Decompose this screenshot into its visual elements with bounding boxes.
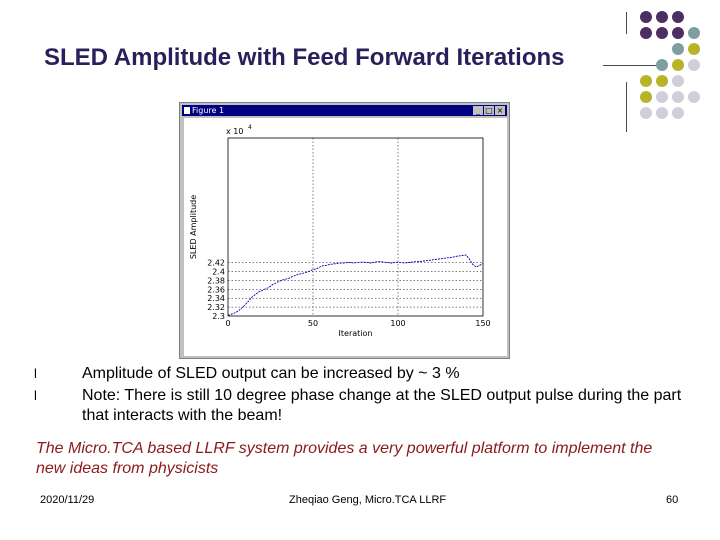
bullet-marker: l (34, 388, 37, 403)
conclusion-note: The Micro.TCA based LLRF system provides… (36, 440, 653, 477)
deco-dot (640, 11, 652, 23)
deco-dot (688, 59, 700, 71)
bullet-marker: l (34, 366, 37, 381)
y-multiplier-label: x 10 (226, 127, 243, 136)
footer-page-number: 60 (666, 494, 679, 506)
deco-dot (688, 43, 700, 55)
deco-dot (656, 91, 668, 103)
deco-dot (656, 59, 668, 71)
bullet-text: Amplitude of SLED output can be increase… (82, 365, 460, 382)
deco-hline (603, 65, 657, 66)
y-axis-label: SLED Amplitude (189, 195, 198, 259)
bullet-list: l Amplitude of SLED output can be increa… (34, 364, 694, 428)
deco-dot (672, 59, 684, 71)
sled-amplitude-chart: 0 50 100 150 2.32.322.342.362.382.42.42 Itera… (189, 124, 491, 338)
deco-dot (672, 43, 684, 55)
deco-dot (688, 91, 700, 103)
bullet-text: Note: There is still 10 degree phase cha… (82, 387, 682, 424)
deco-dot (672, 11, 684, 23)
deco-dot (672, 107, 684, 119)
bullet-item: l Note: There is still 10 degree phase c… (34, 386, 694, 426)
series-line (227, 254, 484, 317)
deco-dot (640, 107, 652, 119)
x-tick-label: 150 (475, 319, 490, 328)
bullet-item: l Amplitude of SLED output can be increa… (34, 364, 694, 384)
axes-box (227, 137, 484, 317)
y-tick-label: 2.32 (207, 303, 225, 312)
plot-area: 0 50 100 150 2.3 2.32 2.34 2.36 2.38 2.4 2.42 Itera… (184, 118, 507, 356)
deco-dot (672, 75, 684, 87)
x-axis-label: Iteration (339, 329, 373, 338)
deco-dot (640, 75, 652, 87)
x-tick-label: 0 (225, 319, 230, 328)
figure-window: Figure 1 _ □ × 0 50 100 150 2.3 2.32 2.34 2.36 2… (179, 102, 510, 359)
y-tick-label: 2.34 (207, 294, 225, 303)
y-tick-label: 2.42 (207, 259, 225, 268)
deco-dot (656, 11, 668, 23)
footer-author: Zheqiao Geng, Micro.TCA LLRF (289, 494, 447, 506)
y-tick-label: 2.38 (207, 276, 225, 285)
x-tick-label: 50 (308, 319, 318, 328)
deco-vline-top (626, 12, 627, 34)
y-tick-label: 2.36 (207, 285, 225, 294)
figure-window-title: Figure 1 (192, 106, 225, 115)
y-tick-label: 2.4 (212, 268, 225, 277)
deco-dot (640, 91, 652, 103)
minimize-button[interactable]: _ (473, 106, 483, 115)
y-multiplier-exponent: 4 (248, 124, 252, 131)
deco-dot (672, 91, 684, 103)
maximize-button[interactable]: □ (484, 106, 494, 115)
deco-dot (656, 27, 668, 39)
close-button[interactable]: × (495, 106, 505, 115)
deco-dot (656, 75, 668, 87)
figure-titlebar: Figure 1 _ □ × (182, 105, 507, 116)
figure-app-icon (184, 107, 190, 114)
deco-dot (640, 27, 652, 39)
x-tick-label: 100 (390, 319, 405, 328)
deco-dot (688, 27, 700, 39)
deco-dot (656, 107, 668, 119)
slide-title: SLED Amplitude with Feed Forward Iterati… (44, 44, 565, 71)
y-tick-label: 2.3 (212, 312, 225, 321)
deco-dot (672, 27, 684, 39)
deco-vline-bottom (626, 82, 627, 132)
footer-date: 2020/11/29 (40, 494, 95, 506)
